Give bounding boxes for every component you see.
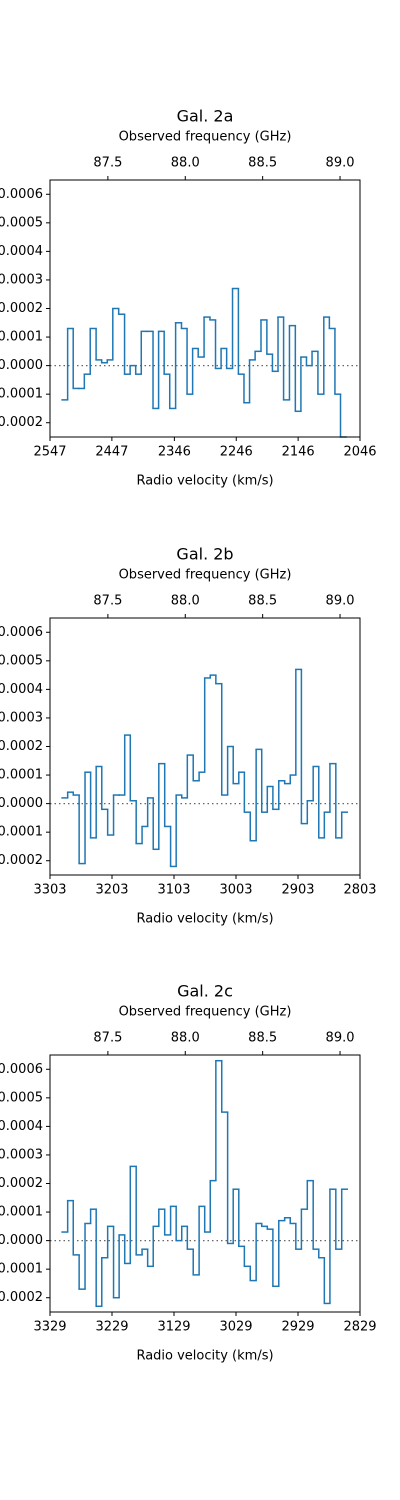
x2-tick-label: 88.5: [248, 594, 277, 609]
x-tick-label: 2829: [343, 1320, 376, 1335]
x-tick-label: 3229: [95, 1320, 128, 1335]
y-tick-label: 0.0001: [0, 1205, 43, 1220]
y-tick-label: 0.0006: [0, 187, 43, 202]
chart-title: Gal. 2a: [177, 107, 234, 126]
y-tick-label: 0.0000: [0, 1233, 43, 1248]
y-tick-label: 0.0002: [0, 1176, 43, 1191]
x-tick-label: 2547: [33, 445, 66, 460]
y-tick-label: 0.0003: [0, 1147, 43, 1162]
y-tick-label: 0.0000: [0, 796, 43, 811]
step-riser: [66, 288, 342, 437]
y-tick-label: -0.0002: [0, 415, 43, 430]
x-tick-label: 2346: [158, 445, 191, 460]
x-tick-label: 3129: [157, 1320, 190, 1335]
x-tick-label: 3103: [157, 883, 190, 898]
x2-tick-label: 89.0: [326, 1031, 355, 1046]
x-tick-label: 2903: [281, 883, 314, 898]
y-tick-label: 0.0004: [0, 682, 43, 697]
x-tick-label: 3303: [33, 883, 66, 898]
y-tick-label: -0.0002: [0, 853, 43, 868]
x2-tick-label: 88.5: [248, 156, 277, 171]
x-tick-label: 2246: [220, 445, 253, 460]
y-tick-label: 0.0004: [0, 244, 43, 259]
plot-frame: [49, 1054, 361, 1313]
x-axis-label: Radio velocity (km/s): [136, 1349, 273, 1364]
x-tick-label: 3203: [95, 883, 128, 898]
y-tick-label: 0.0002: [0, 739, 43, 754]
y-tick-label: 0.0005: [0, 215, 43, 230]
y-tick-label: 0.0006: [0, 625, 43, 640]
x-axis-label: Radio velocity (km/s): [136, 912, 273, 927]
y-tick-label: -0.0001: [0, 1262, 43, 1277]
y-tick-label: 0.0000: [0, 358, 43, 373]
x-tick-label: 2046: [343, 445, 376, 460]
x2-tick-label: 87.5: [93, 594, 122, 609]
x-tick-label: 3029: [219, 1320, 252, 1335]
y-tick-label: 0.0001: [0, 330, 43, 345]
chart-title: Gal. 2b: [176, 545, 233, 564]
x2-tick-label: 88.5: [248, 1031, 277, 1046]
x2-tick-label: 87.5: [93, 156, 122, 171]
y-tick-label: -0.0001: [0, 387, 43, 402]
x-tick-label: 3329: [33, 1320, 66, 1335]
x-axis-label: Radio velocity (km/s): [136, 474, 273, 489]
x2-tick-label: 87.5: [93, 1031, 122, 1046]
y-tick-label: 0.0003: [0, 710, 43, 725]
x2-tick-label: 88.0: [171, 1031, 200, 1046]
x2-tick-label: 89.0: [326, 156, 355, 171]
step-riser: [66, 1060, 343, 1307]
y-tick-label: 0.0005: [0, 653, 43, 668]
x2-axis-label: Observed frequency (GHz): [119, 130, 292, 145]
x-tick-label: 3003: [219, 883, 252, 898]
y-tick-label: 0.0004: [0, 1119, 43, 1134]
y-tick-label: -0.0001: [0, 825, 43, 840]
x2-axis-label: Observed frequency (GHz): [119, 568, 292, 583]
x-tick-label: 2146: [282, 445, 315, 460]
x2-tick-label: 88.0: [171, 594, 200, 609]
x2-tick-label: 88.0: [171, 156, 200, 171]
step-riser: [66, 669, 343, 867]
plot-frame: [49, 617, 361, 876]
chart-title: Gal. 2c: [177, 982, 233, 1001]
x2-tick-label: 89.0: [326, 594, 355, 609]
y-tick-label: 0.0003: [0, 272, 43, 287]
y-tick-label: 0.0001: [0, 768, 43, 783]
x-tick-label: 2929: [281, 1320, 314, 1335]
x-tick-label: 2803: [343, 883, 376, 898]
y-tick-label: 0.0005: [0, 1090, 43, 1105]
y-tick-label: 0.0006: [0, 1062, 43, 1077]
x2-axis-label: Observed frequency (GHz): [119, 1005, 292, 1020]
y-tick-label: -0.0002: [0, 1290, 43, 1305]
plot-frame: [49, 179, 361, 438]
x-tick-label: 2447: [95, 445, 128, 460]
y-tick-label: 0.0002: [0, 301, 43, 316]
